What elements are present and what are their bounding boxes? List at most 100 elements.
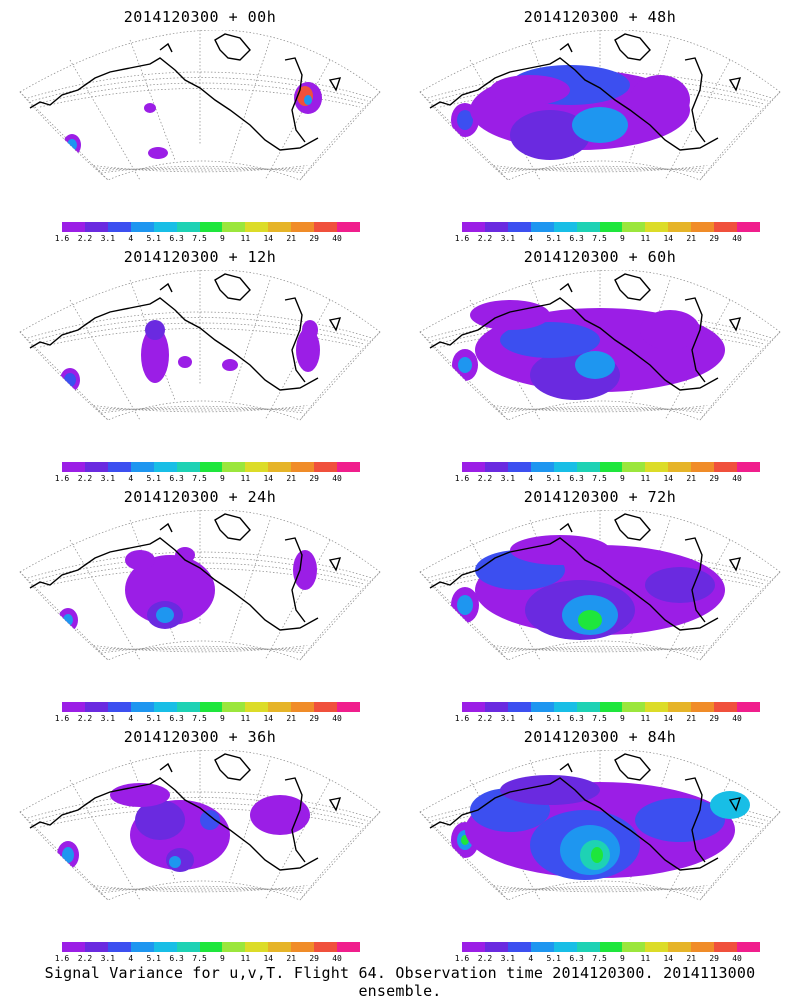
map-projection	[419, 510, 781, 661]
colorbar-tick-label: 3.1	[500, 714, 516, 723]
colorbar-tick-label: 21	[686, 234, 697, 243]
coastline	[429, 273, 742, 391]
colorbar-tick-label: 29	[309, 474, 319, 483]
colorbar-tick-label: 6.3	[569, 954, 584, 963]
colorbar-tick-label: 7.5	[192, 234, 207, 243]
colorbar-swatch	[176, 222, 200, 232]
colorbar-swatch	[645, 702, 669, 712]
colorbar-tick-label: 3.1	[500, 234, 516, 243]
colorbar-swatch	[714, 222, 738, 232]
colorbar-swatch	[668, 222, 692, 232]
variance-field	[58, 547, 317, 632]
colorbar-swatch	[507, 942, 531, 952]
variance-contour	[141, 327, 169, 383]
colorbar-tick-label: 29	[309, 954, 319, 963]
colorbar-swatch	[176, 702, 200, 712]
colorbar-tick-label: 4	[128, 474, 134, 483]
colorbar-swatch	[314, 942, 338, 952]
colorbar-tick-label: 5.1	[546, 714, 561, 723]
map-projection	[19, 750, 381, 901]
colorbar-swatch	[291, 222, 315, 232]
colorbar-swatch	[576, 702, 600, 712]
colorbar-tick-label: 9	[620, 234, 625, 243]
colorbar-tick-label: 5.1	[146, 234, 161, 243]
variance-contour	[200, 810, 220, 830]
colorbar-tick-label: 29	[709, 714, 719, 723]
colorbar-tick-label: 5.1	[546, 234, 561, 243]
colorbar-swatch	[737, 702, 760, 712]
colorbar-swatch	[291, 462, 315, 472]
colorbar-swatch	[62, 222, 85, 232]
variance-contour	[640, 310, 700, 350]
colorbar-tick-label: 14	[663, 954, 674, 963]
colorbar-swatch	[645, 222, 669, 232]
panel-00h: 2014120300 + 00h 1.6 2.2 3.1 4 5.1 6.3 7.5 9 11 1…	[0, 0, 400, 243]
colorbar-swatch	[462, 222, 485, 232]
colorbar-tick-label: 1.6	[54, 234, 70, 243]
colorbar-swatch	[153, 462, 177, 472]
colorbar-swatch	[84, 942, 108, 952]
variance-contour	[635, 798, 725, 842]
colorbar-tick-label: 11	[640, 954, 651, 963]
colorbar-tick-label: 6.3	[169, 714, 184, 723]
variance-contour	[591, 847, 603, 863]
colorbar-tick-label: 6.3	[569, 474, 584, 483]
graticule	[19, 270, 381, 421]
colorbar-swatch	[622, 942, 646, 952]
colorbar-tick-label: 2.2	[77, 714, 93, 723]
colorbar-tick-label: 9	[220, 714, 225, 723]
colorbar-swatch	[291, 702, 315, 712]
colorbar-tick-label: 4	[528, 474, 534, 483]
variance-contour	[302, 320, 318, 340]
colorbar-swatch	[668, 942, 692, 952]
colorbar-tick-label: 29	[709, 954, 719, 963]
colorbar-swatch	[645, 942, 669, 952]
colorbar-tick-label: 7.5	[592, 714, 607, 723]
colorbar-tick-label: 2.2	[77, 474, 93, 483]
map-projection	[19, 270, 381, 421]
colorbar-tick-label: 14	[263, 474, 274, 483]
colorbar-tick-label: 7.5	[592, 954, 607, 963]
colorbar-swatch	[153, 702, 177, 712]
colorbar-tick-label: 4	[128, 234, 134, 243]
colorbar-swatch	[199, 462, 223, 472]
colorbar-tick-label: 2.2	[477, 234, 493, 243]
colorbar-tick-label: 3.1	[100, 234, 116, 243]
colorbar-tick-label: 21	[686, 714, 697, 723]
colorbar-swatch	[576, 222, 600, 232]
colorbar-tick-label: 6.3	[169, 954, 184, 963]
colorbar-tick-label: 21	[686, 474, 697, 483]
colorbar-tick-label: 11	[240, 234, 251, 243]
colorbar-labels: 1.6 2.2 3.1 4 5.1 6.3 7.5 9 11 14 21 29 40	[55, 714, 360, 724]
colorbar-swatch	[130, 942, 154, 952]
colorbar-swatch	[691, 462, 715, 472]
colorbar-tick-label: 11	[240, 714, 251, 723]
colorbar-tick-label: 1.6	[454, 714, 470, 723]
panel-72h: 2014120300 + 72h 1.6 2.2 3.1 4 5.1 6.3 7.5 9 11 1…	[400, 480, 800, 723]
coastline	[429, 33, 742, 151]
colorbar-tick-label: 40	[332, 234, 342, 243]
colorbar-swatch	[245, 222, 269, 232]
colorbar-tick-label: 1.6	[54, 714, 70, 723]
colorbar-labels: 1.6 2.2 3.1 4 5.1 6.3 7.5 9 11 14 21 29 40	[55, 474, 360, 484]
colorbar-swatch	[245, 702, 269, 712]
colorbar-tick-label: 4	[528, 234, 534, 243]
colorbar-swatch	[553, 462, 577, 472]
colorbar-swatch	[576, 462, 600, 472]
colorbar-swatch	[314, 462, 338, 472]
colorbar-swatch	[737, 942, 760, 952]
variance-contour	[148, 147, 168, 159]
colorbar-swatch	[62, 942, 85, 952]
variance-field	[60, 320, 320, 392]
colorbar-swatch	[107, 222, 131, 232]
colorbar-swatch	[462, 702, 485, 712]
colorbar-tick-label: 9	[620, 474, 625, 483]
colorbar-swatch	[599, 222, 623, 232]
colorbar-swatch	[245, 462, 269, 472]
colorbar-tick-label: 7.5	[192, 954, 207, 963]
colorbar-swatch	[737, 222, 760, 232]
colorbar-tick-label: 7.5	[592, 234, 607, 243]
map-projection	[19, 30, 381, 181]
colorbar-tick-label: 21	[286, 954, 297, 963]
variance-contour	[293, 550, 317, 590]
